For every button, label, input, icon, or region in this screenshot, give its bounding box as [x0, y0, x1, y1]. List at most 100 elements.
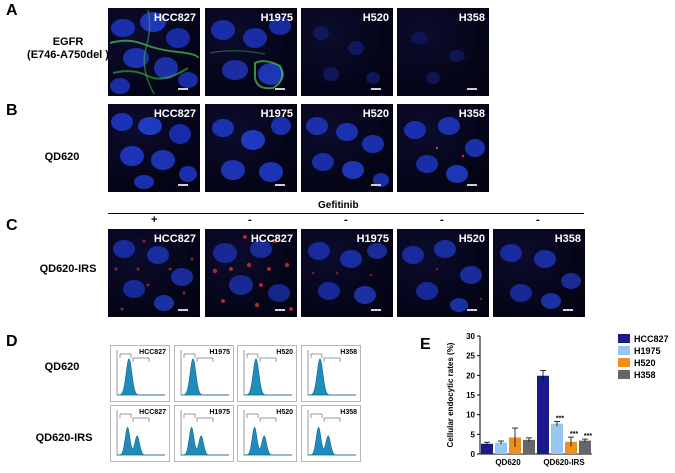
flow-histogram: HCC827: [110, 345, 170, 402]
micrograph-label: HCC827: [153, 12, 196, 24]
micrograph-label: H1975: [356, 233, 389, 245]
panel-b-row-label: QD620: [44, 151, 80, 163]
scale-bar: [275, 88, 285, 90]
histogram-curve: [244, 358, 292, 396]
micrograph-label: HCC827: [250, 233, 293, 245]
panel-d-row-label-1: QD620: [44, 361, 80, 373]
gate-markers: [119, 413, 150, 422]
histogram-curve: [117, 358, 165, 396]
y-tick-label: 10: [466, 411, 475, 420]
gate-markers: [183, 353, 214, 362]
panel-a-row-label: EGFR (E746-A750del ): [22, 36, 114, 62]
micrograph-b-h520: H520: [301, 104, 393, 192]
histogram-plot: [243, 350, 292, 396]
flow-histogram: H520: [237, 405, 297, 462]
micrograph-c-h520: H520: [397, 229, 489, 317]
micrograph-label: H358: [554, 233, 581, 245]
significance-label: ***: [584, 433, 592, 440]
panel-d-row-label-2: QD620-IRS: [35, 432, 93, 444]
significance-label: ***: [570, 431, 578, 438]
legend-swatch: [618, 334, 630, 343]
histogram-label: H1975: [209, 409, 230, 416]
flow-histogram: HCC827: [110, 405, 170, 462]
histogram-plot: [243, 410, 292, 456]
y-tick-label: 15: [466, 391, 475, 400]
micrograph-c-hcc827-plus: HCC827: [108, 229, 200, 317]
significance-label: ***: [556, 415, 564, 422]
micrograph-b-h358: H358: [397, 104, 489, 192]
panel-letter-a: A: [6, 2, 18, 19]
histogram-curve: [181, 426, 229, 456]
histogram-label: H520: [276, 409, 293, 416]
y-axis-label: Cellular endocytic rates (%): [446, 342, 455, 447]
treatment-sign: -: [344, 214, 348, 226]
micrograph-c-h1975: H1975: [301, 229, 393, 317]
legend-swatch: [618, 358, 630, 367]
micrograph-b-h1975: H1975: [205, 104, 297, 192]
flow-histogram: H358: [301, 405, 361, 462]
bar-chart: 0 5 10 15 20 25 30 Cellular endocytic rates (%)…: [446, 332, 669, 467]
bar: [537, 375, 549, 454]
scale-bar: [178, 309, 188, 311]
flow-histogram: H1975: [174, 345, 234, 402]
histogram-curve: [308, 426, 356, 456]
panel-a-row-label-line2: (E746-A750del ): [27, 49, 109, 61]
histogram-plot: [180, 350, 229, 396]
histogram-curve: [244, 426, 292, 456]
treatment-line: [108, 213, 584, 214]
histogram-label: H358: [340, 409, 357, 416]
micrograph-a-hcc827: HCC827: [108, 8, 200, 96]
scale-bar: [275, 184, 285, 186]
y-tick-label: 20: [466, 371, 475, 380]
legend-swatch: [618, 346, 630, 355]
panel-c-row-label: QD620-IRS: [39, 263, 97, 275]
micrograph-label: H1975: [260, 12, 293, 24]
bar: [579, 440, 591, 454]
scale-bar: [371, 309, 381, 311]
micrograph-label: H1975: [260, 108, 293, 120]
gate-markers: [246, 353, 277, 362]
treatment-sign: -: [248, 214, 252, 226]
bar: [495, 442, 507, 454]
histogram-label: H520: [276, 349, 293, 356]
micrograph-c-h358: H358: [493, 229, 585, 317]
gate-markers: [246, 413, 277, 422]
micrograph-a-h1975: H1975: [205, 8, 297, 96]
scale-bar: [563, 309, 573, 311]
x-tick-label: QD620: [495, 458, 521, 467]
scale-bar: [371, 184, 381, 186]
gate-markers: [119, 353, 150, 362]
treatment-label: Gefitinib: [318, 200, 359, 211]
histogram-curve: [181, 358, 229, 396]
histogram-curve: [308, 358, 356, 396]
legend-label: H358: [634, 370, 656, 380]
legend-swatch: [618, 370, 630, 379]
histogram-plot: [116, 350, 165, 396]
bar: [551, 423, 563, 454]
y-tick-label: 25: [466, 352, 475, 361]
y-tick-label: 5: [471, 430, 476, 439]
micrograph-b-hcc827: HCC827: [108, 104, 200, 192]
micrograph-label: H520: [362, 12, 389, 24]
panel-letter-e: E: [420, 336, 431, 353]
scale-bar: [178, 88, 188, 90]
bar: [565, 441, 577, 454]
scale-bar: [275, 309, 285, 311]
histogram-plot: [307, 350, 356, 396]
scale-bar: [467, 309, 477, 311]
y-tick-label: 0: [471, 450, 476, 459]
micrograph-label: H520: [458, 233, 485, 245]
micrograph-a-h520: H520: [301, 8, 393, 96]
micrograph-a-h358: H358: [397, 8, 489, 96]
panel-letter-d: D: [6, 333, 18, 350]
histogram-plot: [307, 410, 356, 456]
scale-bar: [467, 184, 477, 186]
gate-markers: [183, 413, 214, 422]
scale-bar: [371, 88, 381, 90]
y-tick-label: 30: [466, 332, 475, 341]
gate-markers: [310, 353, 341, 362]
x-tick-label: QD620-IRS: [543, 458, 585, 467]
scale-bar: [467, 88, 477, 90]
legend-label: H520: [634, 358, 656, 368]
gate-markers: [310, 413, 341, 422]
